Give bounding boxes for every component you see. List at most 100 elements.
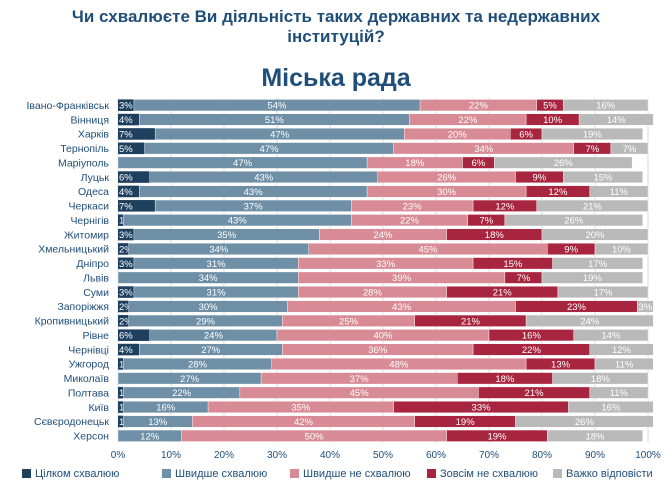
category-label: Херсон [73,431,109,443]
data-label: 10% [543,115,563,126]
data-label: 30% [437,187,457,198]
data-label: 18% [495,374,515,385]
data-label: 37% [244,201,264,212]
data-label: 27% [201,345,221,356]
data-label: 4% [119,187,133,198]
data-label: 30% [199,302,219,313]
category-label: Дніпро [76,258,109,270]
data-label: 13% [551,359,571,370]
data-label: 21% [461,316,481,327]
data-label: 18% [591,374,611,385]
data-label: 11% [615,359,634,370]
legend-item: Швидше схвалюю [162,468,267,480]
data-label: 6% [119,331,133,342]
data-label-background [118,329,150,341]
legend-label: Швидше не схвалюю [303,468,411,480]
category-label: Кропивницький [35,316,110,328]
data-label-background [118,315,130,327]
bar-segment [589,343,654,356]
data-label-background [118,171,150,183]
x-tick-label: 80% [532,450,552,461]
data-label: 39% [392,273,412,284]
data-label: 11% [610,187,629,198]
data-label: 43% [254,173,274,184]
data-label-background [118,343,140,356]
category-label: Харків [78,129,110,141]
legend-swatch [427,469,436,478]
data-label: 31% [207,288,227,299]
legend-item: Зовсім не схвалюю [427,468,538,480]
data-label: 47% [260,144,280,155]
data-label: 7% [119,129,133,140]
data-label: 4% [119,115,133,126]
data-label: 22% [172,388,192,399]
chart-title: Чи схвалюєте Ви діяльність таких державн… [0,7,672,47]
data-label: 24% [204,331,224,342]
data-label: 21% [493,288,513,299]
data-label-background [118,99,134,111]
category-label: Хмельницький [38,244,109,256]
bar-segment [552,372,649,385]
data-label: 22% [400,216,420,227]
data-label: 45% [419,244,439,255]
category-label: Сєвєродонецьк [34,416,109,428]
legend-swatch [553,469,562,478]
x-tick-label: 0% [111,450,126,461]
bar-segment [637,300,654,313]
data-label: 45% [350,388,370,399]
data-label: 11% [610,388,629,399]
bar-segment [589,185,649,198]
data-label: 22% [522,345,542,356]
data-label: 26% [575,417,595,428]
category-label: Тернопіль [60,143,109,155]
data-label: 7% [585,144,599,155]
data-label: 51% [265,115,285,126]
data-label: 21% [583,201,603,212]
data-label: 16% [156,403,176,414]
data-label: 4% [119,345,133,356]
bar-segment [594,357,654,370]
data-label: 35% [291,403,311,414]
legend-swatch [22,469,31,478]
data-label: 34% [199,273,219,284]
data-label: 33% [376,259,396,270]
category-label: Вінниця [71,114,110,126]
data-label: 3% [119,101,133,112]
category-label: Житомир [64,229,109,241]
x-tick-label: 50% [373,450,393,461]
data-label-background [118,200,156,212]
data-label: 28% [188,359,208,370]
legend-item: Важко відповісти [553,468,653,480]
bar-segment [568,401,654,414]
data-label: 3% [119,230,133,241]
bar-segment [563,99,649,112]
data-label: 42% [294,417,314,428]
data-label: 12% [612,345,632,356]
bar-segment [610,142,649,155]
bar-segment [504,214,643,227]
data-label: 54% [267,101,287,112]
data-label: 31% [207,259,227,270]
category-label: Миколаїв [64,373,110,385]
legend-label: Важко відповісти [566,468,653,480]
data-label: 33% [472,403,492,414]
data-label: 24% [373,230,393,241]
category-label: Одеса [78,186,109,198]
legend-label: Швидше схвалюю [175,468,268,480]
data-label: 21% [525,388,545,399]
category-label: Рівне [82,330,109,342]
data-label: 37% [350,374,370,385]
legend-swatch [290,469,299,478]
data-label: 7% [517,273,531,284]
data-label: 22% [458,115,478,126]
data-label: 17% [593,288,613,299]
bar-segment [525,314,654,327]
data-label: 48% [389,359,409,370]
data-label: 29% [196,316,216,327]
data-label-background [118,142,145,155]
data-label: 18% [485,230,505,241]
x-tick-label: 100% [635,450,661,461]
data-label: 5% [543,101,557,112]
bar-segment [563,171,643,184]
data-label: 19% [456,417,476,428]
